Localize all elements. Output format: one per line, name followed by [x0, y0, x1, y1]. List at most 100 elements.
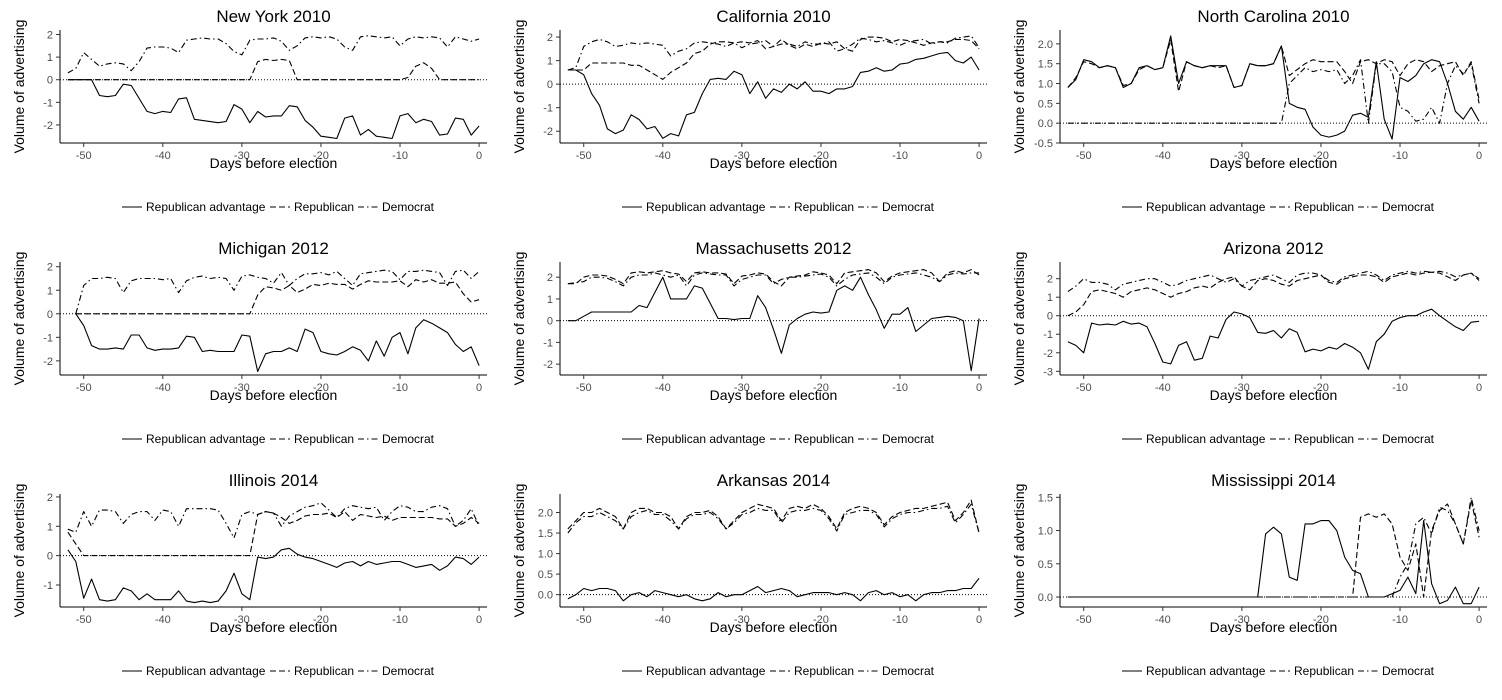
y-tick-label: 0	[47, 309, 53, 321]
legend-label: Republican	[794, 200, 854, 214]
chart-title: California 2010	[716, 7, 830, 26]
y-tick-label: -1	[43, 580, 53, 592]
y-tick-label: 1	[547, 294, 553, 306]
legend-label: Republican	[1294, 200, 1354, 214]
legend-label: Republican	[294, 432, 354, 446]
legend: Republican advantage Republican Democrat	[622, 432, 935, 446]
y-tick-label: 1.5	[538, 528, 553, 540]
y-tick-label: 0	[47, 75, 53, 87]
x-tick-label: -20	[1313, 150, 1329, 162]
y-tick-label: 1	[1047, 292, 1053, 304]
chart-title: Mississippi 2014	[1211, 471, 1336, 490]
y-tick-label: -2	[1043, 348, 1053, 360]
legend-label: Democrat	[1382, 432, 1435, 446]
x-tick-label: -40	[155, 150, 171, 162]
chart-panel-2: North Carolina 2010 -0.5 0.0 0.5 1.0 1.5 2.0 -5…	[1000, 0, 1498, 232]
series-line-republican-advantage	[1067, 520, 1480, 605]
series-line-republican-advantage	[67, 547, 480, 604]
y-tick-label: 2.0	[538, 507, 553, 519]
chart-panel-3: Michigan 2012 -2 -1 0 1 2 -50 -40 -30 -20 -10 0 Days…	[0, 232, 498, 464]
y-tick-label: 0	[1047, 311, 1053, 323]
x-tick-label: -50	[576, 150, 592, 162]
y-tick-label: 1	[47, 285, 53, 297]
x-tick-label: -30	[234, 614, 250, 626]
y-tick-label: 1.0	[538, 549, 553, 561]
chart-title: North Carolina 2010	[1197, 7, 1349, 26]
legend: Republican advantage Republican Democrat	[1122, 200, 1435, 214]
x-tick-label: -10	[892, 382, 908, 394]
y-tick-label: 0.5	[538, 569, 553, 581]
x-tick-label: -40	[655, 382, 671, 394]
chart-panel-0: New York 2010 -2 -1 0 1 2 -50 -40 -30 -20 -10 0 Days…	[0, 0, 498, 232]
series-line-republican	[567, 499, 980, 534]
x-tick-label: 0	[976, 150, 982, 162]
x-axis-label: Days before election	[210, 387, 338, 403]
legend-label: Republican advantage	[1146, 664, 1266, 678]
x-tick-label: -40	[155, 382, 171, 394]
x-axis-label: Days before election	[710, 619, 838, 635]
chart-panel-1: California 2010 -2 -1 0 1 2 -50 -40 -30 -20 -10 0 Da…	[500, 0, 998, 232]
y-tick-label: 1.5	[1038, 492, 1053, 504]
x-tick-label: -20	[813, 614, 829, 626]
y-tick-label: 2.0	[1038, 39, 1053, 51]
x-tick-label: -30	[734, 614, 750, 626]
legend: Republican advantage Republican Democrat	[622, 664, 935, 678]
chart-svg: Arkansas 2014 0.0 0.5 1.0 1.5 2.0 -50 -40 -30 -20…	[511, 471, 987, 678]
legend-label: Democrat	[882, 432, 935, 446]
x-tick-label: 0	[1476, 614, 1482, 626]
series-line-republican	[567, 36, 980, 80]
series-line-democrat	[75, 269, 480, 314]
y-tick-label: -3	[1043, 366, 1053, 378]
x-tick-label: 0	[1476, 382, 1482, 394]
legend-label: Republican advantage	[146, 200, 266, 214]
x-tick-label: 0	[476, 382, 482, 394]
series-line-republican-advantage	[75, 313, 480, 373]
legend-label: Republican advantage	[1146, 432, 1266, 446]
legend-label: Democrat	[382, 432, 435, 446]
x-tick-label: -20	[1313, 614, 1329, 626]
x-tick-label: -30	[1234, 614, 1250, 626]
legend-label: Republican advantage	[146, 664, 266, 678]
y-tick-label: 0.0	[1038, 592, 1053, 604]
y-tick-label: 0.5	[1038, 559, 1053, 571]
y-tick-label: 0.5	[1038, 98, 1053, 110]
y-tick-label: 0.0	[1038, 118, 1053, 130]
series-line-democrat	[567, 272, 980, 287]
x-tick-label: -50	[576, 614, 592, 626]
y-tick-label: 2	[47, 492, 53, 504]
chart-panel-4: Massachusetts 2012 -2 -1 0 1 2 -50 -40 -30 -20 -10…	[500, 232, 998, 464]
legend-label: Democrat	[882, 200, 935, 214]
y-tick-label: -2	[43, 120, 53, 132]
y-tick-label: 2	[547, 272, 553, 284]
x-tick-label: -40	[1155, 382, 1171, 394]
y-tick-label: 1.0	[1038, 79, 1053, 91]
x-tick-label: 0	[976, 614, 982, 626]
x-tick-label: -40	[1155, 150, 1171, 162]
x-tick-label: -40	[655, 614, 671, 626]
x-tick-label: -20	[313, 614, 329, 626]
chart-title: Michigan 2012	[218, 239, 329, 258]
x-tick-label: -10	[392, 382, 408, 394]
x-tick-label: 0	[476, 614, 482, 626]
series-line-republican	[1067, 39, 1480, 100]
x-tick-label: -30	[234, 382, 250, 394]
series-line-democrat	[567, 35, 980, 71]
legend: Republican advantage Republican Democrat	[122, 200, 435, 214]
chart-title: Massachusetts 2012	[696, 239, 852, 258]
y-tick-label: 1	[47, 521, 53, 533]
y-tick-label: 0	[547, 316, 553, 328]
legend-label: Republican advantage	[646, 432, 766, 446]
legend-label: Democrat	[1382, 200, 1435, 214]
series-line-democrat	[1067, 270, 1480, 293]
legend: Republican advantage Republican Democrat	[1122, 432, 1435, 446]
legend-label: Democrat	[382, 664, 435, 678]
x-tick-label: -10	[892, 150, 908, 162]
x-axis-label: Days before election	[1210, 155, 1338, 171]
y-tick-label: 2	[47, 30, 53, 42]
chart-panel-7: Arkansas 2014 0.0 0.5 1.0 1.5 2.0 -50 -40 -30 -20…	[500, 464, 998, 696]
x-tick-label: -10	[392, 614, 408, 626]
x-axis-label: Days before election	[710, 155, 838, 171]
